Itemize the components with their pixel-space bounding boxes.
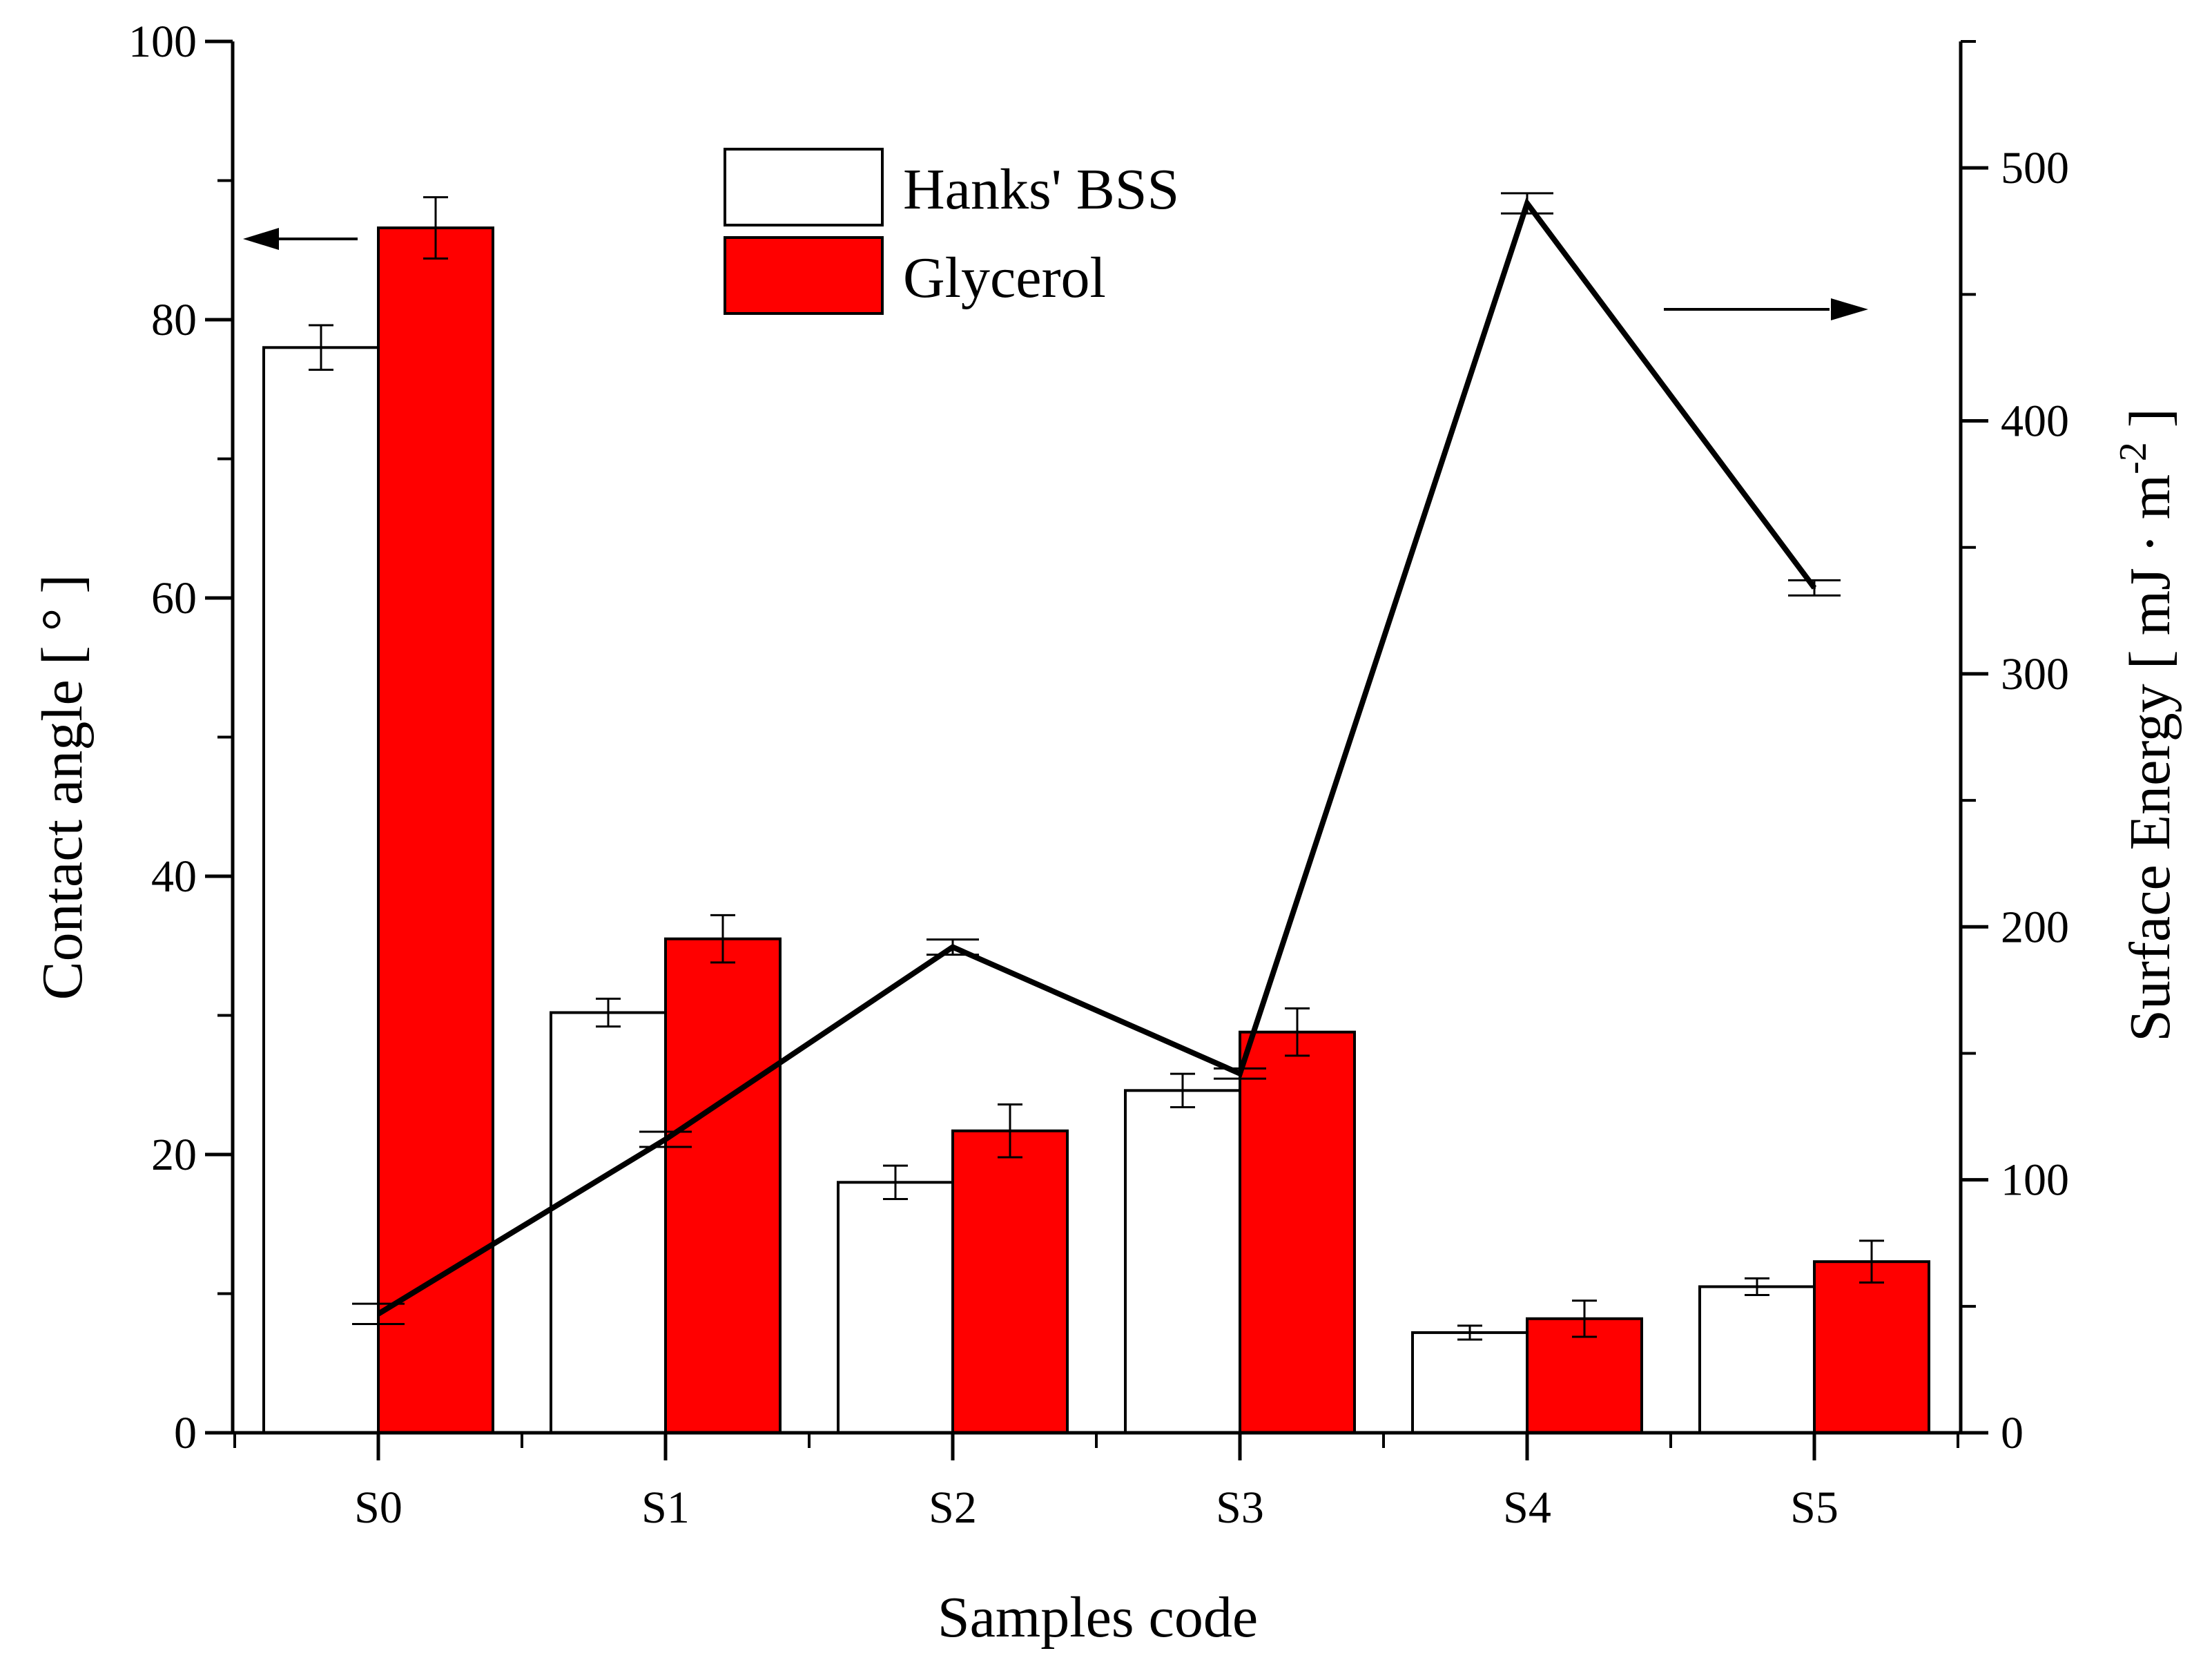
x-tick-label-s1: S1	[641, 1482, 690, 1533]
y-tick-label-20: 20	[151, 1130, 197, 1180]
errorbar-hanks-bss-s2	[883, 1164, 908, 1200]
bar-hanks-bss-s2	[837, 1181, 954, 1435]
y-axis-title: Contact angle [ ° ]	[30, 574, 95, 1001]
surface-energy-point-s4	[1526, 202, 1529, 205]
y-tick-label-80: 80	[151, 295, 197, 345]
y2-tick-label-500: 500	[2001, 143, 2069, 193]
x-tick-label-s0: S0	[354, 1482, 402, 1533]
bar-glycerol-s1	[664, 937, 782, 1435]
legend-label-glycerol: Glycerol	[903, 246, 1106, 310]
y2-tick-label-300: 300	[2001, 649, 2069, 699]
errorbar-hanks-bss-s1	[596, 997, 621, 1028]
surface-energy-point-s0	[377, 1312, 380, 1315]
y2-tick-label-0: 0	[2001, 1408, 2024, 1458]
surface-energy-line	[376, 197, 1817, 1317]
bar-glycerol-s2	[951, 1129, 1069, 1434]
bar-hanks-bss-s1	[550, 1011, 667, 1434]
y2-tick-label-100: 100	[2001, 1155, 2069, 1206]
x-tick-label-s3: S3	[1216, 1482, 1264, 1533]
errorbar-glycerol-s4	[1572, 1300, 1597, 1338]
legend-swatch-hanks-bss	[724, 148, 884, 226]
surface-energy-point-s5	[1813, 586, 1816, 590]
errorbar-hanks-bss-s5	[1745, 1277, 1769, 1297]
y-tick-label-0: 0	[174, 1408, 197, 1458]
legend-label-hanks-bss: Hanks' BSS	[903, 157, 1179, 222]
errorbar-glycerol-s5	[1859, 1239, 1884, 1284]
bar-hanks-bss-s3	[1124, 1089, 1241, 1435]
bar-glycerol-s0	[377, 226, 494, 1434]
bar-hanks-bss-s4	[1411, 1331, 1529, 1435]
errorbar-glycerol-s2	[998, 1103, 1022, 1159]
y2-tick-label-200: 200	[2001, 902, 2069, 952]
errorbar-glycerol-s3	[1285, 1007, 1310, 1057]
left-axis-arrow	[243, 228, 358, 250]
y2-axis-title-superscript: -2	[2112, 442, 2155, 474]
errorbar-hanks-bss-s0	[309, 324, 333, 371]
legend-swatch-glycerol	[724, 236, 884, 315]
y-tick-label-60: 60	[151, 573, 197, 624]
y2-axis-title-main: Surface Energy [ mJ · m	[2118, 474, 2182, 1042]
y2-axis-title: Surface Energy [ mJ · m-2 ]	[2112, 408, 2182, 1042]
surface-energy-point-s3	[1239, 1072, 1241, 1075]
x-tick-label-s4: S4	[1503, 1482, 1551, 1533]
legend: Hanks' BSS Glycerol	[724, 148, 1179, 315]
x-tick-label-s2: S2	[929, 1482, 977, 1533]
surface-energy-point-s2	[951, 945, 954, 949]
errorbar-glycerol-s1	[710, 914, 735, 964]
x-tick-label-s5: S5	[1790, 1482, 1839, 1533]
bar-glycerol-s5	[1813, 1260, 1930, 1435]
y2-tick-label-400: 400	[2001, 396, 2069, 447]
x-axis-title: Samples code	[938, 1585, 1258, 1650]
surface-energy-line-layer	[352, 192, 1841, 1325]
y2-axis-title-end: ]	[2118, 408, 2182, 442]
bar-glycerol-s3	[1239, 1030, 1356, 1435]
y-tick-label-40: 40	[151, 851, 197, 902]
errorbar-glycerol-s0	[423, 196, 448, 260]
y-tick-label-100: 100	[128, 17, 197, 67]
bars-layer	[262, 196, 1930, 1435]
bar-hanks-bss-s0	[262, 346, 380, 1434]
ticks-layer: 0 20 40 60 80 100 0 100 200 300 400 500 S0 S1 S2 S3 S4 S5	[128, 17, 2069, 1533]
right-axis-arrow	[1664, 298, 1868, 320]
bar-hanks-bss-s5	[1698, 1285, 1816, 1435]
errorbar-hanks-bss-s4	[1457, 1324, 1482, 1341]
errorbar-hanks-bss-s3	[1170, 1072, 1195, 1108]
surface-energy-point-s1	[664, 1138, 667, 1141]
